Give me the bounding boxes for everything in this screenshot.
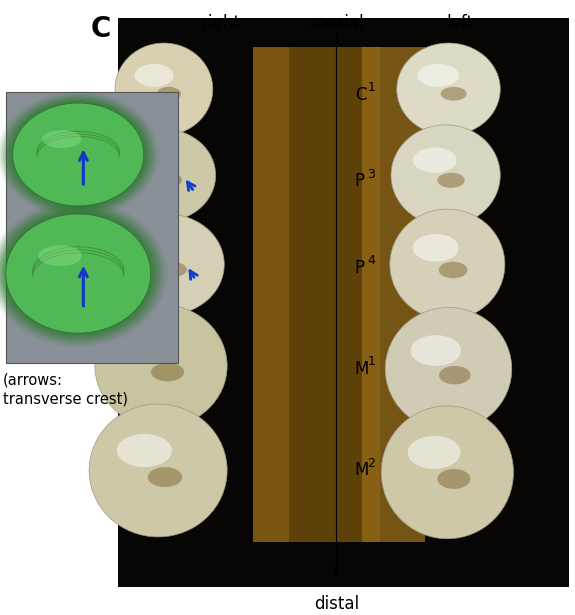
Ellipse shape bbox=[413, 234, 459, 262]
Ellipse shape bbox=[151, 363, 184, 381]
Ellipse shape bbox=[408, 436, 461, 469]
Ellipse shape bbox=[89, 404, 227, 537]
Ellipse shape bbox=[439, 366, 471, 384]
Text: C: C bbox=[355, 86, 366, 105]
Bar bbox=[289, 47, 325, 542]
Ellipse shape bbox=[397, 43, 500, 135]
Ellipse shape bbox=[0, 92, 158, 216]
Ellipse shape bbox=[13, 103, 144, 206]
Ellipse shape bbox=[115, 43, 213, 135]
Ellipse shape bbox=[390, 209, 505, 320]
Ellipse shape bbox=[0, 200, 168, 347]
Ellipse shape bbox=[440, 87, 467, 101]
Ellipse shape bbox=[413, 148, 457, 173]
Text: left: left bbox=[447, 14, 473, 31]
Ellipse shape bbox=[109, 214, 224, 315]
Ellipse shape bbox=[9, 100, 148, 209]
Ellipse shape bbox=[11, 101, 145, 207]
Ellipse shape bbox=[0, 207, 159, 340]
Ellipse shape bbox=[7, 98, 150, 210]
Ellipse shape bbox=[391, 125, 500, 226]
Text: 1: 1 bbox=[367, 81, 375, 95]
Text: 4: 4 bbox=[367, 253, 375, 267]
Ellipse shape bbox=[0, 208, 157, 338]
Ellipse shape bbox=[3, 212, 153, 335]
Ellipse shape bbox=[121, 332, 174, 363]
Ellipse shape bbox=[438, 469, 470, 489]
Text: distal: distal bbox=[314, 595, 359, 613]
Text: M: M bbox=[355, 360, 369, 378]
Ellipse shape bbox=[42, 130, 82, 148]
Text: mesial: mesial bbox=[309, 14, 364, 31]
Ellipse shape bbox=[112, 129, 216, 221]
Ellipse shape bbox=[6, 214, 151, 333]
Ellipse shape bbox=[156, 87, 181, 101]
Ellipse shape bbox=[117, 434, 172, 467]
Ellipse shape bbox=[39, 245, 82, 266]
Ellipse shape bbox=[3, 95, 154, 213]
Text: right: right bbox=[202, 14, 241, 31]
Bar bbox=[6, 92, 178, 363]
Ellipse shape bbox=[132, 237, 178, 262]
Ellipse shape bbox=[0, 91, 159, 218]
Text: P: P bbox=[355, 172, 365, 191]
Text: 3: 3 bbox=[367, 167, 375, 181]
Ellipse shape bbox=[148, 467, 182, 487]
Text: P: P bbox=[355, 258, 365, 277]
Text: (arrows:
transverse crest): (arrows: transverse crest) bbox=[3, 372, 128, 407]
Ellipse shape bbox=[135, 64, 174, 87]
Text: C: C bbox=[90, 15, 111, 44]
Ellipse shape bbox=[5, 97, 152, 212]
Bar bbox=[325, 47, 362, 542]
Text: 2: 2 bbox=[367, 456, 375, 470]
Bar bbox=[118, 18, 569, 587]
Ellipse shape bbox=[95, 304, 227, 427]
Ellipse shape bbox=[385, 308, 512, 430]
Ellipse shape bbox=[156, 173, 182, 187]
Ellipse shape bbox=[133, 150, 174, 173]
Bar bbox=[362, 47, 425, 542]
Bar bbox=[253, 47, 316, 542]
Ellipse shape bbox=[1, 210, 155, 336]
Ellipse shape bbox=[438, 173, 465, 188]
Ellipse shape bbox=[417, 64, 459, 87]
Ellipse shape bbox=[158, 262, 187, 277]
Ellipse shape bbox=[1, 94, 156, 215]
Text: M: M bbox=[355, 461, 369, 480]
Bar bbox=[253, 47, 380, 542]
Ellipse shape bbox=[439, 262, 467, 278]
Ellipse shape bbox=[0, 204, 164, 344]
Ellipse shape bbox=[0, 205, 162, 342]
Ellipse shape bbox=[411, 335, 461, 366]
Ellipse shape bbox=[381, 406, 513, 539]
Text: 1: 1 bbox=[367, 355, 375, 368]
Ellipse shape bbox=[0, 202, 166, 346]
